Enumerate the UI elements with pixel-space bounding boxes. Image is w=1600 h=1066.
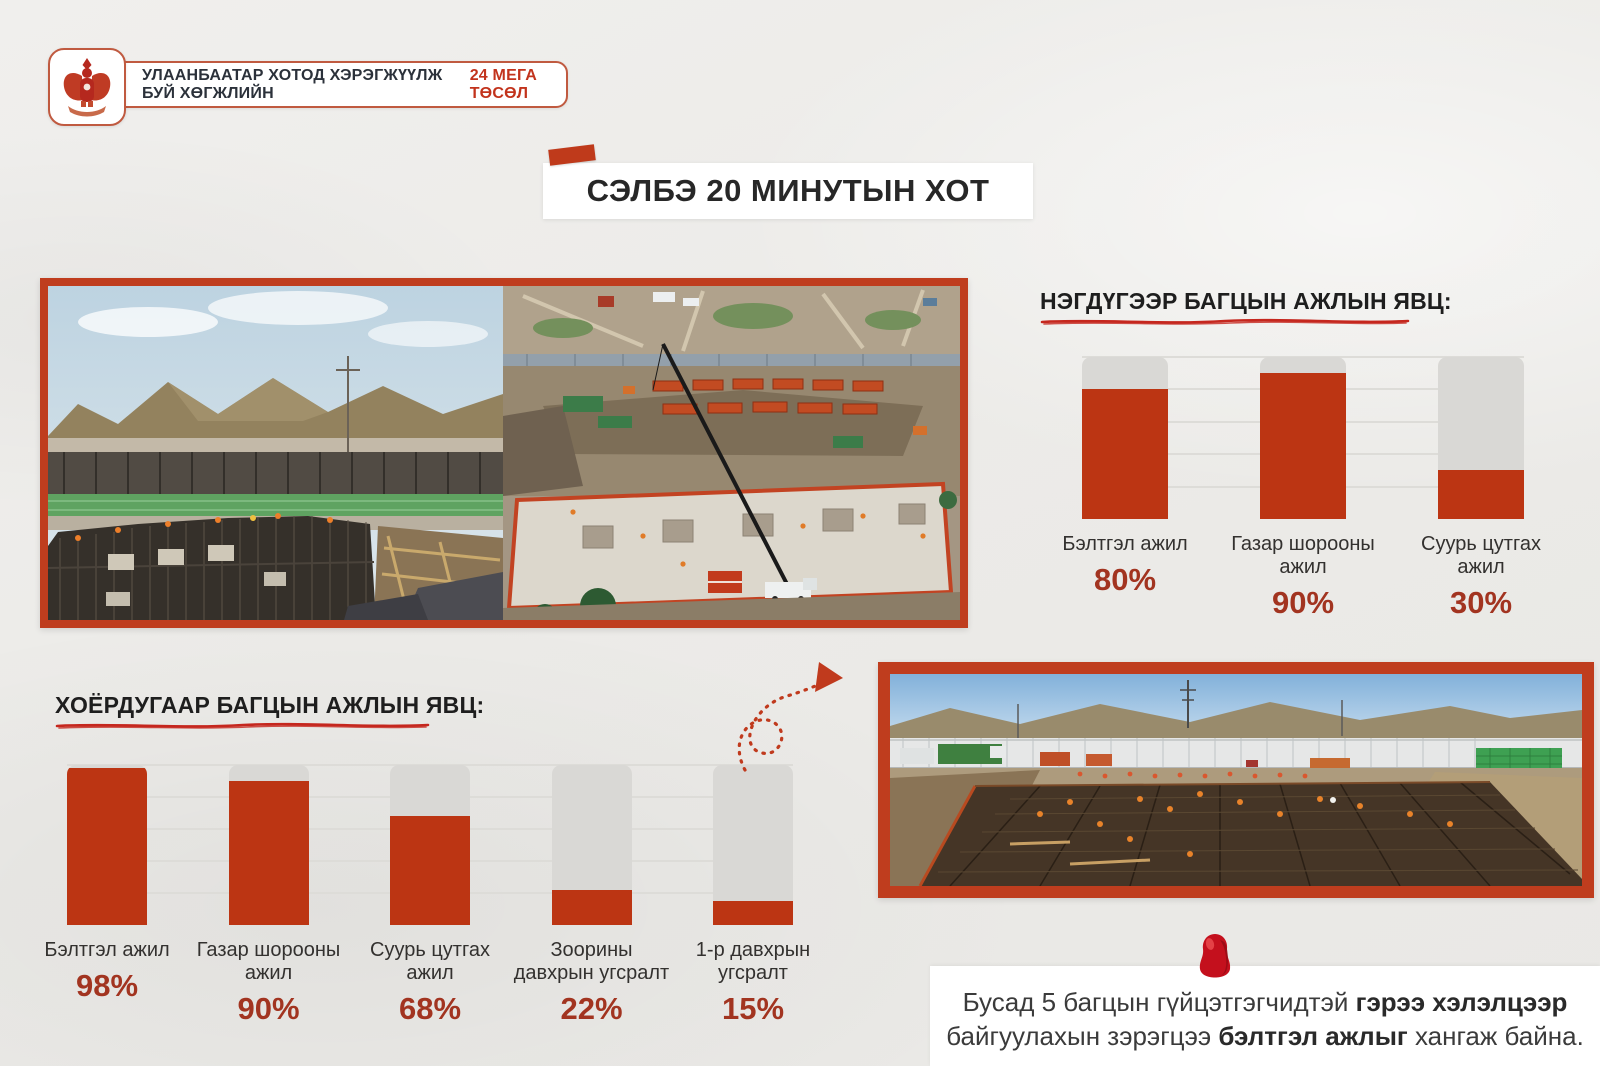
chart-section-second-package: ХОЁРДУГААР БАГЦЫН АЖЛЫН ЯВЦ: Бэлтгэл ажи… <box>44 692 855 1066</box>
bar-track <box>1082 357 1168 519</box>
bar-label: Суурь цутгах ажил 68% <box>335 939 525 1027</box>
curly-dashed-arrow-icon <box>737 662 843 772</box>
note-text-bold: гэрээ хэлэлцээр <box>1355 987 1568 1017</box>
bar-category-text: Суурь цутгах <box>1421 533 1541 555</box>
construction-photo-rebar-frame <box>878 662 1594 898</box>
note-text: байгуулахын зэрэгцээ <box>946 1021 1219 1051</box>
bar-category-text: Бэлтгэл ажил <box>44 939 170 961</box>
bar-category-text: Зоорины <box>550 939 633 961</box>
bar-track <box>1438 357 1524 519</box>
bar-label: Суурь цутгах ажил 30% <box>1386 533 1576 621</box>
bar-track <box>551 765 632 925</box>
bar-category-text: давхрын угсралт <box>513 962 670 984</box>
red-pushpin-icon <box>1199 934 1231 978</box>
red-underline-decoration <box>1040 318 1410 325</box>
chart-title: ХОЁРДУГААР БАГЦЫН АЖЛЫН ЯВЦ: <box>55 692 485 718</box>
bar-label: Бэлтгэл ажил 80% <box>1030 533 1220 598</box>
bar-label: Бэлтгэл ажил 98% <box>12 939 202 1004</box>
bar-category-text: Бэлтгэл ажил <box>1062 533 1188 555</box>
bar-fill <box>551 889 632 925</box>
bar-category-text: ажил <box>1457 556 1505 578</box>
bar-fill <box>1082 389 1168 519</box>
construction-photo-aerial <box>503 286 960 620</box>
chart-title: НЭГДҮГЭЭР БАГЦЫН АЖЛЫН ЯВЦ: <box>1040 288 1452 314</box>
chart-section-first-package: НЭГДҮГЭЭР БАГЦЫН АЖЛЫН ЯВЦ: Бэлтгэл ажил… <box>1040 288 1560 663</box>
bar-track <box>228 765 309 925</box>
construction-photos-frame <box>40 278 968 628</box>
bar-value-text: 68% <box>398 991 462 1026</box>
construction-photo-building <box>48 286 503 620</box>
red-underline-decoration <box>55 722 430 729</box>
header-banner: УЛААНБААТАР ХОТОД ХЭРЭГЖҮҮЛЖ БУЙ ХӨГЖЛИЙ… <box>106 61 568 108</box>
bar-fill <box>1438 470 1524 519</box>
bar-value-text: 30% <box>1449 585 1513 620</box>
bar-value-text: 80% <box>1093 562 1157 597</box>
bar-category-text: ажил <box>406 962 454 984</box>
bar-fill <box>1260 373 1346 519</box>
bar-track <box>1260 357 1346 519</box>
bar-label: Газар шорооны ажил 90% <box>1208 533 1398 621</box>
bar-category-text: ажил <box>244 962 293 984</box>
bar-category-text: Суурь цутгах <box>370 939 490 961</box>
bar-label: Газар шорооны ажил 90% <box>174 939 364 1027</box>
bar-category-text: Газар шорооны <box>196 939 341 961</box>
bar-fill <box>390 816 470 925</box>
ulaanbaatar-emblem-icon <box>63 58 111 117</box>
chart-labels: Бэлтгэл ажил 80% Газар шорооны ажил 90% Суурь… <box>1062 533 1560 663</box>
note-line: байгуулахын зэрэгцээ бэлтгэл ажлыг ханга… <box>930 1019 1600 1053</box>
logo-box <box>48 48 126 126</box>
page-title-box: СЭЛБЭ 20 МИНУТЫН ХОТ <box>543 163 1033 219</box>
chart-labels: Бэлтгэл ажил 98% Газар шорооны ажил 90% Суурь… <box>44 939 855 1066</box>
bar-fill <box>228 781 309 925</box>
page-title: СЭЛБЭ 20 МИНУТЫН ХОТ <box>586 173 990 208</box>
bar-track <box>390 765 470 925</box>
bar-value-text: 15% <box>721 991 785 1026</box>
bar-category-text: Газар шорооны <box>1231 533 1375 555</box>
bar-category-text: ажил <box>1279 556 1327 578</box>
bar-category-text: угсралт <box>718 962 788 984</box>
bar-value-text: 90% <box>1271 585 1335 620</box>
bar-value-text: 98% <box>75 968 139 1003</box>
note-text: хангаж байна. <box>1407 1021 1584 1051</box>
bar-track <box>713 765 793 925</box>
bar-label: Зоорины давхрын угсралт 22% <box>497 939 687 1027</box>
chart-plot <box>1082 356 1524 519</box>
bar-fill <box>713 901 793 925</box>
bar-track <box>67 765 147 925</box>
bar-value-text: 22% <box>560 991 623 1026</box>
note-text-bold: бэлтгэл ажлыг <box>1218 1021 1408 1051</box>
construction-photo-rebar <box>890 674 1582 887</box>
note-box: Бусад 5 багцын гүйцэтгэгчидтэй гэрээ хэл… <box>930 966 1600 1066</box>
bar-fill <box>67 768 147 925</box>
header-org-text: УЛААНБААТАР ХОТОД ХЭРЭГЖҮҮЛЖ БУЙ ХӨГЖЛИЙ… <box>142 66 443 102</box>
bar-category-text: 1-р давхрын <box>695 939 811 961</box>
note-line: Бусад 5 багцын гүйцэтгэгчидтэй гэрээ хэл… <box>930 985 1600 1019</box>
bar-value-text: 90% <box>237 991 300 1026</box>
header-highlight-text: 24 МЕГА ТӨСӨЛ <box>469 66 537 102</box>
bar-label: 1-р давхрын угсралт 15% <box>658 939 848 1027</box>
chart-plot <box>67 764 793 925</box>
note-text: Бусад 5 багцын гүйцэтгэгчидтэй <box>962 987 1356 1017</box>
